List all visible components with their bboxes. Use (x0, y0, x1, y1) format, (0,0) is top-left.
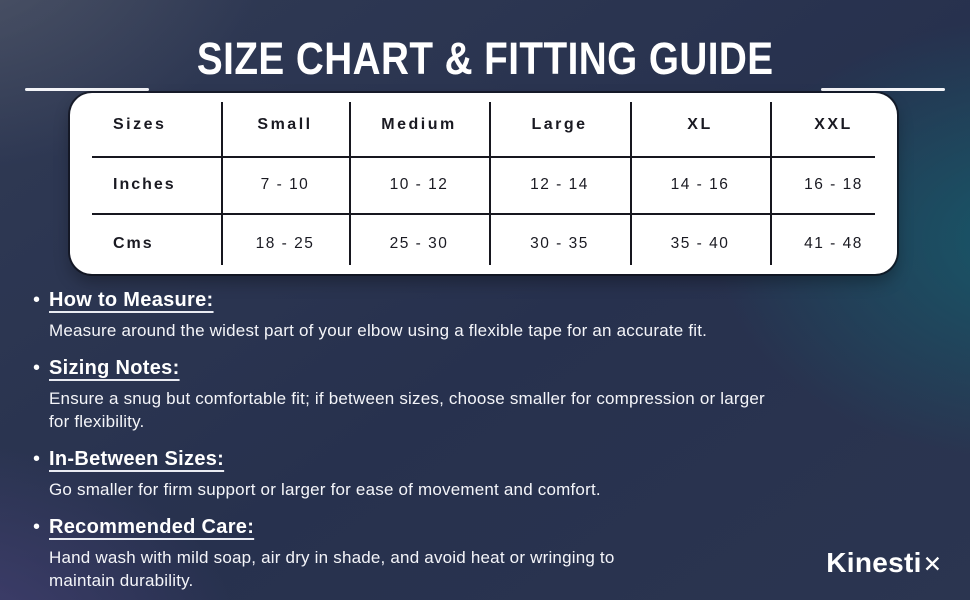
note-body: Go smaller for firm support or larger fo… (49, 480, 601, 499)
header: SIZE CHART & FITTING GUIDE (0, 33, 970, 91)
title-rule-right (821, 88, 945, 91)
row-divider (92, 156, 875, 158)
column-divider (489, 102, 491, 265)
row-label-cms: Cms (113, 234, 154, 252)
size-cell-inches-xl: 14 - 16 (670, 175, 730, 193)
note-body: Measure around the widest part of your e… (49, 321, 708, 340)
note-body: Ensure a snug but comfortable fit; if be… (49, 389, 765, 431)
bullet-icon: • (33, 357, 41, 379)
note-heading: How to Measure: (49, 289, 214, 311)
note-item-recommended-care: • Recommended Care: Hand wash with mild … (33, 516, 938, 592)
column-divider (770, 102, 772, 265)
size-cell-cms-xl: 35 - 40 (670, 234, 730, 252)
brand-x-icon: ✕ (922, 551, 942, 577)
size-cell-inches-xxl: 16 - 18 (804, 175, 863, 193)
notes-list: • How to Measure: Measure around the wid… (33, 289, 938, 600)
brand-logo: Kinesti ✕ (826, 547, 942, 579)
column-header-xxl: XXL (814, 115, 853, 133)
brand-name: Kinesti (826, 547, 922, 578)
size-chart-card: Sizes Small Medium Large XL XXL Inches 7… (70, 93, 897, 274)
page-title: SIZE CHART & FITTING GUIDE (196, 33, 774, 84)
bullet-icon: • (33, 516, 41, 538)
size-cell-inches-medium: 10 - 12 (389, 175, 449, 193)
column-divider (221, 102, 223, 265)
note-heading: Recommended Care: (49, 516, 255, 538)
column-divider (630, 102, 632, 265)
row-label-inches: Inches (113, 175, 176, 193)
size-cell-cms-xxl: 41 - 48 (804, 234, 863, 252)
column-header-medium: Medium (381, 115, 457, 133)
row-divider (92, 213, 875, 215)
bullet-icon: • (33, 289, 41, 311)
column-header-xl: XL (687, 115, 713, 133)
size-cell-inches-small: 7 - 10 (260, 175, 310, 193)
column-divider (349, 102, 351, 265)
size-table: Sizes Small Medium Large XL XXL Inches 7… (70, 93, 897, 274)
note-item-how-to-measure: • How to Measure: Measure around the wid… (33, 289, 938, 342)
title-rule-left (25, 88, 149, 91)
note-heading: Sizing Notes: (49, 357, 180, 379)
column-header-large: Large (531, 115, 588, 133)
note-item-in-between-sizes: • In-Between Sizes: Go smaller for firm … (33, 448, 938, 501)
note-item-sizing-notes: • Sizing Notes: Ensure a snug but comfor… (33, 357, 938, 433)
note-body: Hand wash with mild soap, air dry in sha… (49, 548, 615, 590)
column-header-small: Small (257, 115, 313, 133)
column-header-sizes: Sizes (113, 115, 167, 133)
size-cell-cms-large: 30 - 35 (530, 234, 589, 252)
size-cell-cms-medium: 25 - 30 (389, 234, 449, 252)
note-heading: In-Between Sizes: (49, 448, 225, 470)
size-cell-cms-small: 18 - 25 (255, 234, 315, 252)
bullet-icon: • (33, 448, 41, 470)
size-cell-inches-large: 12 - 14 (530, 175, 589, 193)
